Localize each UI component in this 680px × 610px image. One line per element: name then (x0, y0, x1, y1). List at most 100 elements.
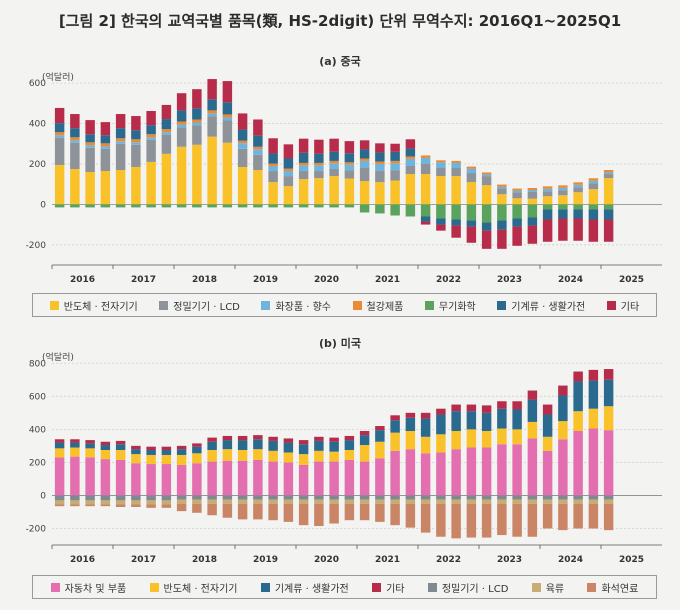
legend-swatch (49, 300, 59, 310)
bar-segment-육류 (527, 499, 538, 504)
bar-segment-철강제품 (405, 156, 416, 159)
bar-segment-자동차-및-부품 (405, 449, 416, 496)
bar-segment-정밀기기-lcd (100, 148, 111, 172)
bar-segment-기타 (283, 438, 294, 443)
bar-segment-화장품-향수 (527, 190, 538, 192)
bar-segment-기계류-생활가전 (573, 209, 583, 219)
bar-segment-자동차-및-부품 (283, 462, 294, 496)
bar-segment-기타 (329, 138, 339, 152)
bar-segment-육류 (344, 499, 355, 504)
bar-segment-기계류-생활가전 (542, 209, 553, 220)
bar-segment-무기화학 (451, 204, 461, 220)
bar-segment-화석연료 (603, 503, 614, 531)
bar-segment-기타 (70, 439, 80, 443)
bar-segment-자동차-및-부품 (54, 457, 65, 496)
bar-segment-반도체-전자기기 (436, 434, 446, 453)
bar-segment-정밀기기-lcd (558, 190, 568, 196)
bar-segment-무기화학 (146, 204, 156, 208)
bar-segment-화장품-향수 (436, 162, 446, 168)
legend-item: 반도체 · 전자기기 (149, 580, 237, 595)
panel-b-unit: (억달러) (42, 353, 74, 363)
bar-segment-무기화학 (481, 204, 492, 223)
legend-label: 정밀기기 · LCD (173, 301, 240, 313)
legend-swatch (261, 300, 271, 310)
bar-segment-기타 (207, 79, 217, 100)
bar-segment-무기화학 (115, 204, 126, 208)
bar-segment-철강제품 (603, 170, 614, 173)
bar-segment-철강제품 (100, 143, 111, 147)
bar-segment-기타 (176, 93, 187, 111)
bar-segment-육류 (481, 499, 492, 504)
bar-segment-정밀기기-lcd (603, 174, 614, 179)
bar-segment-반도체-전자기기 (115, 170, 126, 205)
legend-label: 화장품 · 향수 (275, 301, 331, 313)
legend-swatch (587, 582, 597, 592)
bar-segment-화장품-향수 (207, 113, 217, 117)
y-tick-label: -200 (26, 524, 47, 534)
bar-segment-무기화학 (85, 204, 95, 208)
bar-segment-기계류-생활가전 (573, 381, 583, 412)
bar-segment-기타 (222, 435, 233, 441)
bar-segment-기계류-생활가전 (558, 209, 568, 219)
x-tick-label: 2020 (314, 555, 339, 565)
bar-segment-기계류-생활가전 (405, 417, 416, 431)
bar-segment-기타 (466, 404, 477, 412)
bar-segment-정밀기기-lcd (207, 495, 217, 500)
bar-segment-기계류-생활가전 (176, 449, 187, 455)
panel-a-title: (a) 중국 (319, 55, 361, 68)
x-tick-label: 2017 (131, 555, 156, 565)
legend-label: 화석연료 (601, 583, 639, 595)
x-tick-label: 2022 (436, 555, 461, 565)
bar-segment-기타 (314, 436, 324, 441)
bar-segment-기타 (253, 435, 263, 440)
bar-segment-기타 (588, 369, 599, 381)
bar-segment-반도체-전자기기 (558, 195, 568, 205)
bar-segment-화장품-향수 (329, 163, 339, 169)
bar-segment-육류 (146, 500, 156, 505)
bar-segment-무기화학 (192, 204, 202, 208)
bar-segment-정밀기기-lcd (451, 167, 461, 177)
bar-segment-반도체-전자기기 (176, 454, 187, 465)
bar-segment-화석연료 (390, 503, 400, 526)
bar-segment-정밀기기-lcd (146, 495, 156, 501)
bar-segment-반도체-전자기기 (85, 448, 95, 458)
bar-segment-반도체-전자기기 (146, 454, 156, 465)
bar-segment-기계류-생활가전 (512, 218, 522, 227)
bar-segment-무기화학 (390, 204, 400, 216)
bar-segment-기타 (298, 440, 309, 445)
bar-segment-반도체-전자기기 (131, 166, 141, 205)
bar-segment-기계류-생활가전 (237, 129, 248, 141)
bar-segment-기타 (85, 120, 95, 135)
bar-segment-화장품-향수 (253, 149, 263, 155)
bar-segment-정밀기기-lcd (237, 495, 248, 500)
legend-item: 기계류 · 생활가전 (260, 580, 349, 595)
bar-segment-화장품-향수 (115, 141, 126, 144)
bar-segment-반도체-전자기기 (497, 194, 507, 205)
bar-segment-육류 (466, 499, 477, 504)
bar-segment-육류 (85, 500, 95, 505)
bar-segment-기계류-생활가전 (588, 209, 599, 220)
bar-segment-철강제품 (588, 178, 599, 181)
y-tick-label: 800 (29, 359, 46, 369)
bar-segment-화장품-향수 (481, 174, 492, 177)
bar-segment-화장품-향수 (497, 186, 507, 189)
y-tick-label: 400 (29, 120, 46, 130)
bar-segment-기타 (161, 446, 172, 450)
bar-segment-반도체-전자기기 (54, 448, 65, 458)
bar-segment-화석연료 (54, 504, 65, 507)
bar-segment-반도체-전자기기 (283, 452, 294, 463)
legend-label: 반도체 · 전자기기 (63, 301, 138, 313)
bar-segment-정밀기기-lcd (466, 173, 477, 183)
bar-segment-기타 (192, 443, 202, 447)
bar-segment-정밀기기-lcd (497, 495, 507, 500)
bar-segment-화석연료 (268, 503, 278, 521)
bar-segment-화장품-향수 (466, 168, 477, 174)
bar-segment-기타 (146, 446, 156, 450)
bar-segment-반도체-전자기기 (466, 429, 477, 448)
bar-segment-정밀기기-lcd (70, 495, 80, 501)
bar-segment-기타 (573, 218, 583, 241)
bar-segment-무기화학 (512, 204, 522, 219)
bar-segment-화장품-향수 (283, 171, 294, 177)
bar-segment-정밀기기-lcd (588, 183, 599, 190)
bar-segment-기타 (176, 445, 187, 450)
